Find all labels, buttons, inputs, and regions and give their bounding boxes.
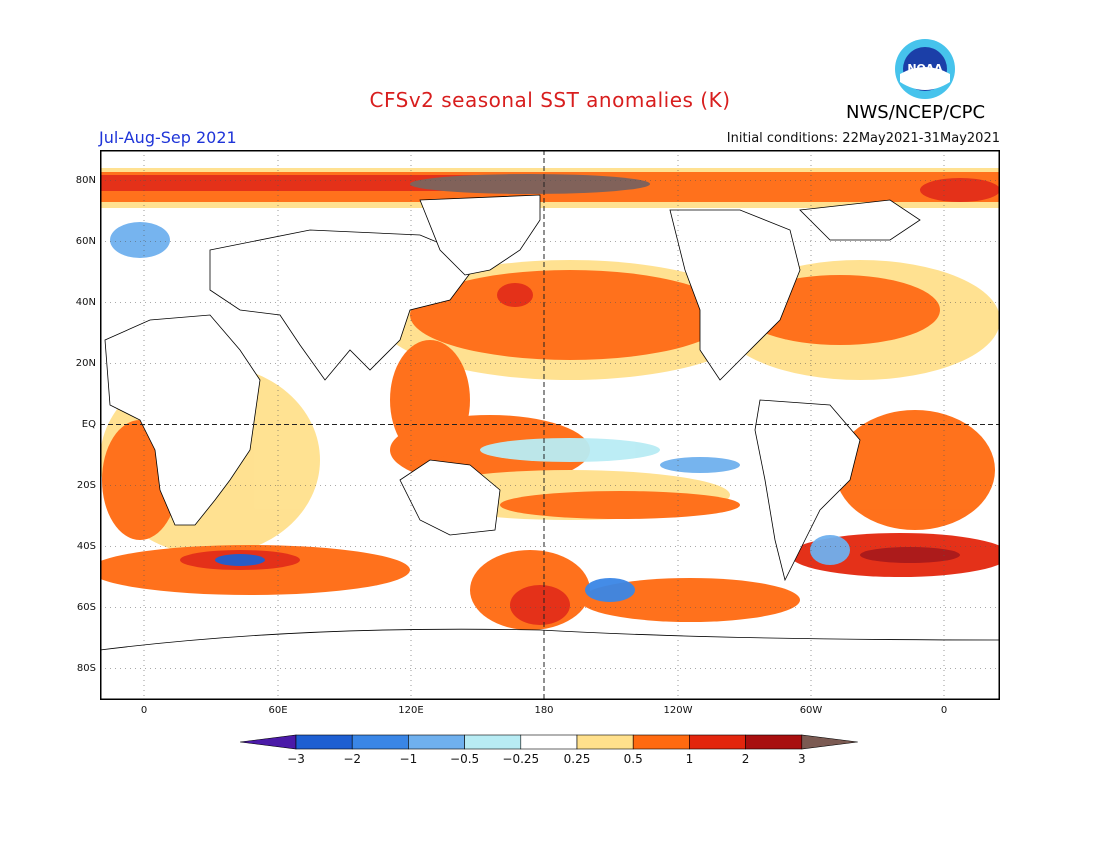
lat-label: 20S <box>76 480 96 491</box>
lon-label: 60E <box>268 705 288 716</box>
lon-label: 0 <box>940 705 948 716</box>
lat-label: 60N <box>75 236 96 247</box>
colorbar-segment <box>632 734 690 750</box>
colorbar-segment <box>464 734 522 750</box>
lon-label: 120W <box>663 705 693 716</box>
colorbar-tick-label: 2 <box>741 752 750 766</box>
season-label: Jul-Aug-Sep 2021 <box>99 128 237 147</box>
lon-label: 0 <box>140 705 148 716</box>
colorbar-tick-label: 0.5 <box>623 752 643 766</box>
colorbar-tick-label: −3 <box>287 752 305 766</box>
colorbar-segment <box>408 734 465 750</box>
colorbar-segment <box>351 734 409 750</box>
colorbar-tick-label: −0.25 <box>502 752 540 766</box>
colorbar-segment <box>745 734 803 750</box>
colorbar-tick-label: 0.25 <box>563 752 591 766</box>
lat-label: 20N <box>75 358 96 369</box>
colorbar-segment <box>689 734 746 750</box>
colorbar-tick-label: 1 <box>685 752 694 766</box>
lat-label: 80S <box>76 663 96 674</box>
lon-label: 60W <box>799 705 823 716</box>
agency-label: NWS/NCEP/CPC <box>846 102 986 123</box>
lat-label: 40N <box>75 297 96 308</box>
colorbar-segment <box>801 734 858 750</box>
sst-anomaly-map <box>100 150 1000 700</box>
continents <box>100 194 1000 700</box>
colorbar-tick-label: −0.5 <box>450 752 480 766</box>
colorbar-tick-label: 3 <box>797 752 806 766</box>
colorbar-tick-label: −2 <box>343 752 362 766</box>
negative-anomalies <box>110 213 850 602</box>
lat-label: EQ <box>81 419 96 430</box>
colorbar-segment <box>520 734 578 750</box>
lat-label: 80N <box>75 175 96 186</box>
colorbar <box>240 734 858 750</box>
lon-label: 180 <box>534 705 554 716</box>
colorbar-segment <box>295 734 353 750</box>
colorbar-segment <box>576 734 634 750</box>
colorbar-tick-label: −1 <box>399 752 418 766</box>
colorbar-segment <box>240 734 297 750</box>
noaa-logo: NOAA <box>894 38 956 100</box>
logo-text: NOAA <box>907 62 943 75</box>
initial-conditions-label: Initial conditions: 22May2021-31May2021 <box>726 131 1000 146</box>
lat-label: 40S <box>76 541 96 552</box>
lat-label: 60S <box>76 602 96 613</box>
lon-label: 120E <box>398 705 424 716</box>
map-title: CFSv2 seasonal SST anomalies (K) <box>369 88 731 112</box>
